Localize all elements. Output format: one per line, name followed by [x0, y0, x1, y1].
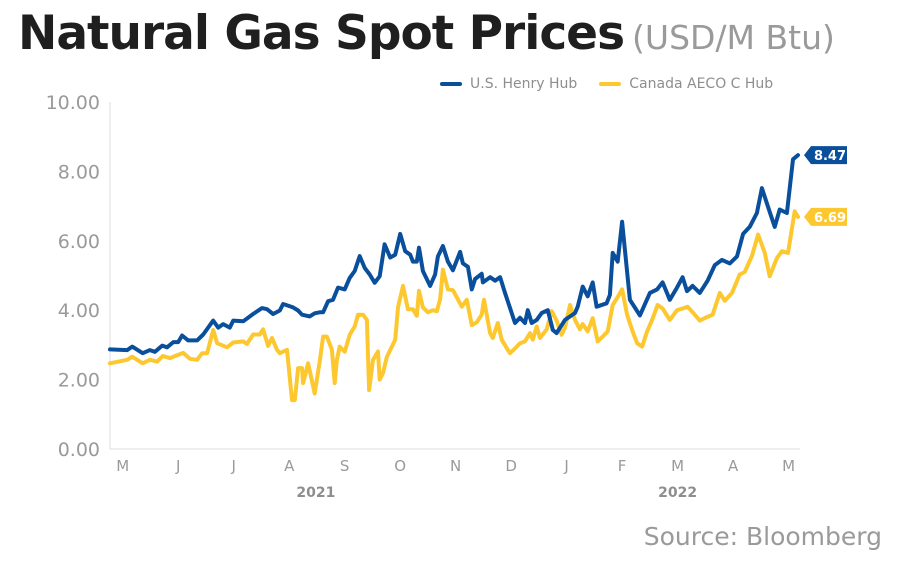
series-lines [108, 153, 800, 403]
end-value-label: 8.47 [814, 149, 846, 164]
x-tick-label: N [450, 457, 461, 475]
x-tick-label: S [340, 457, 350, 475]
chart-title: Natural Gas Spot Prices [18, 6, 625, 61]
x-tick-label: F [618, 457, 627, 475]
y-tick-label: 2.00 [58, 370, 100, 392]
year-label: 2021 [296, 485, 335, 501]
x-tick-label: O [394, 457, 406, 475]
source-note: Source: Bloomberg [643, 522, 882, 551]
legend-label-aeco: Canada AECO C Hub [629, 76, 774, 92]
x-tick-label: A [284, 457, 295, 475]
x-tick-label: M [116, 457, 129, 475]
series-line-aeco [108, 209, 800, 403]
legend-swatch-henry-hub [440, 82, 462, 86]
axes: 0.00 2.00 4.00 6.00 8.00 10.00 M J J A S O N D J F M A M 20… [46, 92, 800, 501]
legend-swatch-aeco [599, 82, 622, 86]
y-tick-label: 8.00 [58, 161, 100, 183]
y-tick-label: 10.00 [46, 92, 100, 114]
legend: U.S. Henry Hub Canada AECO C Hub [440, 76, 773, 92]
y-tick-label: 0.00 [58, 439, 100, 461]
legend-item-aeco: Canada AECO C Hub [599, 76, 773, 92]
x-tick-label: J [175, 457, 180, 475]
year-label: 2022 [658, 485, 697, 501]
x-tick-label: D [505, 457, 517, 475]
x-tick-label: J [563, 457, 568, 475]
x-tick-label: M [671, 457, 684, 475]
legend-label-henry-hub: U.S. Henry Hub [470, 76, 578, 92]
legend-item-henry-hub: U.S. Henry Hub [440, 76, 577, 92]
end-label-box [804, 207, 847, 226]
end-label-box [804, 146, 847, 165]
series-line-henry-hub [108, 153, 800, 356]
x-tick-label: J [231, 457, 236, 475]
x-tick-label: A [728, 457, 739, 475]
chart-subtitle: (USD/M Btu) [632, 18, 835, 57]
end-value-label: 6.69 [814, 211, 846, 226]
y-tick-label: 6.00 [58, 231, 100, 253]
x-tick-label: M [782, 457, 795, 475]
chart-title-block: Natural Gas Spot Prices (USD/M Btu) [18, 6, 835, 61]
end-labels: 6.69 8.47 [804, 146, 847, 226]
y-tick-label: 4.00 [58, 300, 100, 322]
